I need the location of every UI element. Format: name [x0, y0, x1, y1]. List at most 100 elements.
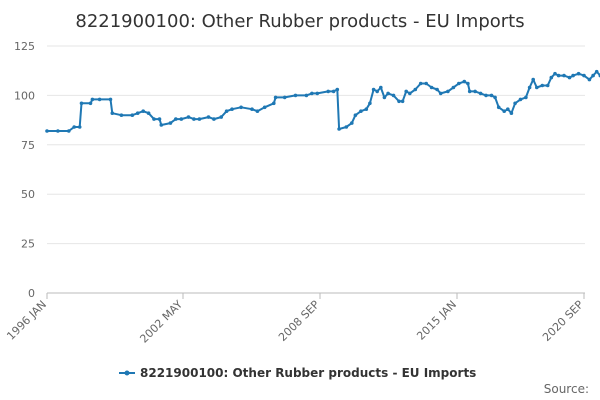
- data-point[interactable]: [219, 115, 223, 119]
- data-point[interactable]: [462, 79, 467, 84]
- data-point[interactable]: [446, 89, 450, 94]
- data-point[interactable]: [250, 107, 254, 111]
- data-point[interactable]: [418, 81, 423, 86]
- data-point[interactable]: [230, 107, 234, 111]
- data-point[interactable]: [186, 115, 191, 119]
- data-point[interactable]: [496, 105, 501, 110]
- data-point[interactable]: [576, 71, 581, 76]
- data-point[interactable]: [493, 95, 497, 100]
- data-point[interactable]: [273, 95, 278, 100]
- data-point[interactable]: [404, 89, 409, 94]
- data-point[interactable]: [206, 115, 211, 119]
- data-point[interactable]: [371, 87, 376, 92]
- data-point[interactable]: [174, 117, 178, 121]
- data-point[interactable]: [502, 109, 507, 113]
- data-point[interactable]: [326, 89, 331, 94]
- data-point[interactable]: [159, 123, 164, 127]
- data-point[interactable]: [535, 85, 539, 90]
- data-point[interactable]: [119, 113, 124, 117]
- data-point[interactable]: [467, 89, 472, 94]
- data-point[interactable]: [513, 101, 517, 106]
- data-point[interactable]: [567, 75, 572, 80]
- data-point[interactable]: [310, 91, 314, 96]
- data-point[interactable]: [400, 99, 405, 104]
- data-point[interactable]: [524, 95, 528, 100]
- data-point[interactable]: [518, 97, 523, 102]
- data-point[interactable]: [562, 73, 566, 78]
- data-point[interactable]: [79, 101, 84, 106]
- data-point[interactable]: [413, 87, 418, 92]
- data-point[interactable]: [457, 81, 461, 86]
- data-point[interactable]: [212, 117, 216, 121]
- data-point[interactable]: [466, 81, 470, 86]
- data-point[interactable]: [509, 111, 514, 115]
- data-point[interactable]: [473, 89, 477, 94]
- data-point[interactable]: [375, 89, 380, 94]
- data-point[interactable]: [594, 69, 599, 74]
- data-point[interactable]: [130, 113, 135, 117]
- data-point[interactable]: [315, 91, 320, 96]
- data-point[interactable]: [368, 101, 372, 106]
- data-point[interactable]: [545, 83, 550, 88]
- data-point[interactable]: [591, 73, 595, 78]
- data-point[interactable]: [146, 111, 151, 115]
- data-point[interactable]: [262, 105, 267, 110]
- data-point[interactable]: [192, 117, 196, 121]
- data-point[interactable]: [344, 125, 349, 129]
- data-point[interactable]: [571, 73, 575, 78]
- source-label[interactable]: Source:: [544, 382, 589, 396]
- data-point[interactable]: [527, 85, 532, 90]
- data-point[interactable]: [391, 93, 396, 98]
- legend[interactable]: 8221900100: Other Rubber products - EU I…: [119, 366, 476, 380]
- data-point[interactable]: [489, 93, 494, 98]
- data-point[interactable]: [239, 105, 243, 110]
- data-point[interactable]: [408, 91, 412, 96]
- data-point[interactable]: [72, 125, 76, 129]
- data-point[interactable]: [429, 85, 434, 90]
- data-point[interactable]: [90, 97, 95, 102]
- data-point[interactable]: [88, 101, 93, 106]
- data-point[interactable]: [67, 129, 71, 133]
- data-point[interactable]: [382, 95, 387, 100]
- data-point[interactable]: [97, 97, 102, 102]
- data-point[interactable]: [451, 85, 456, 90]
- data-point[interactable]: [110, 111, 115, 115]
- data-point[interactable]: [45, 129, 49, 133]
- data-point[interactable]: [397, 99, 401, 104]
- data-point[interactable]: [56, 129, 60, 133]
- data-point[interactable]: [152, 117, 156, 121]
- data-point[interactable]: [435, 87, 439, 92]
- data-point[interactable]: [255, 109, 260, 113]
- data-point[interactable]: [293, 93, 298, 98]
- data-point[interactable]: [359, 109, 363, 113]
- data-point[interactable]: [364, 107, 369, 111]
- data-point[interactable]: [108, 97, 113, 102]
- data-point[interactable]: [379, 85, 383, 90]
- data-point[interactable]: [77, 125, 82, 129]
- data-point[interactable]: [224, 109, 229, 113]
- data-point[interactable]: [540, 83, 545, 88]
- data-point[interactable]: [549, 75, 554, 80]
- data-point[interactable]: [587, 77, 592, 82]
- data-point[interactable]: [337, 127, 341, 131]
- data-point[interactable]: [438, 91, 443, 96]
- data-point[interactable]: [350, 121, 354, 125]
- data-point[interactable]: [157, 117, 162, 121]
- data-point[interactable]: [272, 101, 276, 106]
- data-point[interactable]: [506, 107, 510, 111]
- data-point[interactable]: [141, 109, 145, 113]
- data-point[interactable]: [335, 87, 340, 92]
- data-point[interactable]: [386, 91, 390, 96]
- data-point[interactable]: [135, 111, 140, 115]
- data-point[interactable]: [553, 71, 557, 76]
- data-point[interactable]: [282, 95, 287, 100]
- data-point[interactable]: [353, 113, 358, 117]
- data-point[interactable]: [582, 73, 586, 78]
- data-point[interactable]: [556, 73, 561, 78]
- data-point[interactable]: [331, 89, 336, 94]
- data-point[interactable]: [424, 81, 429, 86]
- data-point[interactable]: [179, 117, 184, 121]
- data-point[interactable]: [168, 121, 173, 125]
- data-point[interactable]: [484, 93, 488, 98]
- data-point[interactable]: [478, 91, 483, 96]
